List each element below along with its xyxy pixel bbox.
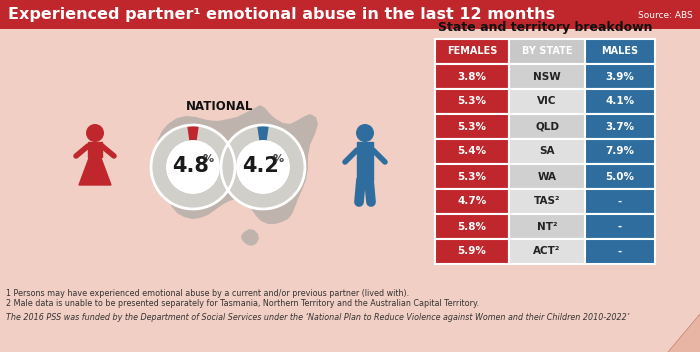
- Bar: [509, 214, 585, 239]
- Wedge shape: [187, 125, 199, 140]
- Circle shape: [356, 124, 374, 142]
- Text: 4.8: 4.8: [173, 156, 209, 176]
- Text: 3.9%: 3.9%: [606, 71, 634, 82]
- Bar: [435, 139, 509, 164]
- Bar: [585, 64, 655, 89]
- Text: ACT²: ACT²: [533, 246, 561, 257]
- Bar: [509, 64, 585, 89]
- Text: MALES: MALES: [601, 46, 638, 57]
- Text: Source: ABS: Source: ABS: [638, 11, 693, 19]
- Bar: [585, 39, 655, 64]
- Bar: [509, 114, 585, 139]
- Polygon shape: [668, 314, 700, 352]
- Wedge shape: [257, 125, 269, 140]
- Text: 5.0%: 5.0%: [606, 171, 634, 182]
- Wedge shape: [221, 125, 305, 209]
- Polygon shape: [79, 142, 111, 185]
- Text: NATIONAL: NATIONAL: [186, 100, 253, 113]
- Text: 5.3%: 5.3%: [458, 121, 486, 132]
- Text: 4.1%: 4.1%: [606, 96, 635, 107]
- Bar: [585, 214, 655, 239]
- Text: -: -: [618, 221, 622, 232]
- Text: 5.8%: 5.8%: [458, 221, 486, 232]
- Polygon shape: [88, 142, 102, 157]
- Text: WA: WA: [538, 171, 556, 182]
- Text: TAS²: TAS²: [533, 196, 560, 207]
- Bar: [585, 89, 655, 114]
- Bar: [435, 89, 509, 114]
- Bar: [435, 239, 509, 264]
- Polygon shape: [241, 229, 259, 246]
- Bar: [509, 89, 585, 114]
- Text: %: %: [272, 154, 284, 164]
- Bar: [509, 239, 585, 264]
- Bar: [585, 114, 655, 139]
- Text: BY STATE: BY STATE: [522, 46, 573, 57]
- Polygon shape: [157, 105, 318, 224]
- Text: Experienced partner¹ emotional abuse in the last 12 months: Experienced partner¹ emotional abuse in …: [8, 7, 555, 23]
- Text: 2 Male data is unable to be presented separately for Tasmania, Northern Territor: 2 Male data is unable to be presented se…: [6, 300, 479, 308]
- Bar: [585, 139, 655, 164]
- Bar: [435, 189, 509, 214]
- Text: NSW: NSW: [533, 71, 561, 82]
- Text: 3.7%: 3.7%: [606, 121, 635, 132]
- Bar: [585, 239, 655, 264]
- Text: The 2016 PSS was funded by the Department of Social Services under the ‘National: The 2016 PSS was funded by the Departmen…: [6, 314, 629, 322]
- Text: 5.3%: 5.3%: [458, 96, 486, 107]
- Circle shape: [86, 124, 104, 142]
- Wedge shape: [151, 125, 235, 209]
- Bar: [509, 39, 585, 64]
- Circle shape: [166, 140, 220, 194]
- Text: 4.7%: 4.7%: [457, 196, 486, 207]
- Bar: [585, 189, 655, 214]
- Text: -: -: [618, 196, 622, 207]
- Polygon shape: [357, 142, 373, 180]
- Bar: [585, 164, 655, 189]
- Bar: [435, 64, 509, 89]
- Bar: [435, 164, 509, 189]
- Text: 5.3%: 5.3%: [458, 171, 486, 182]
- Text: NT²: NT²: [537, 221, 557, 232]
- Text: -: -: [618, 246, 622, 257]
- Text: 5.4%: 5.4%: [457, 146, 486, 157]
- Text: SA: SA: [539, 146, 554, 157]
- Text: 5.9%: 5.9%: [458, 246, 486, 257]
- Text: 3.8%: 3.8%: [458, 71, 486, 82]
- Text: State and territory breakdown: State and territory breakdown: [438, 20, 652, 33]
- Text: QLD: QLD: [535, 121, 559, 132]
- Text: 1 Persons may have experienced emotional abuse by a current and/or previous part: 1 Persons may have experienced emotional…: [6, 289, 409, 298]
- Text: FEMALES: FEMALES: [447, 46, 497, 57]
- Text: 7.9%: 7.9%: [606, 146, 634, 157]
- Bar: [509, 189, 585, 214]
- Bar: [435, 214, 509, 239]
- Text: %: %: [202, 154, 214, 164]
- Bar: [0, 0, 700, 29]
- Bar: [509, 164, 585, 189]
- Bar: [509, 139, 585, 164]
- Text: 4.2: 4.2: [243, 156, 279, 176]
- Bar: [435, 39, 509, 64]
- Text: VIC: VIC: [538, 96, 556, 107]
- Circle shape: [236, 140, 290, 194]
- Bar: [435, 114, 509, 139]
